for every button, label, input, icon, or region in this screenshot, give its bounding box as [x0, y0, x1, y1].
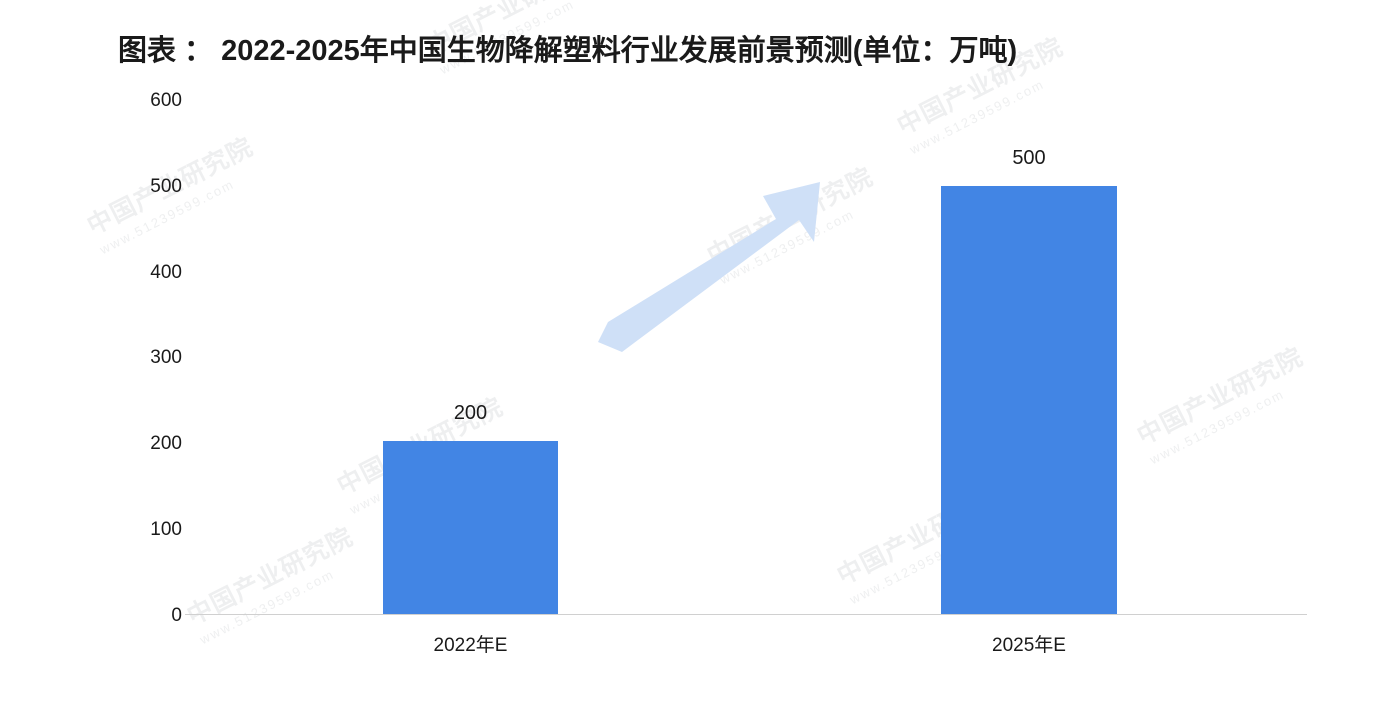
bar-value-label: 200 — [453, 402, 488, 424]
y-axis-tick: 500 — [150, 176, 182, 197]
y-axis-tick: 400 — [150, 262, 182, 283]
x-axis-line — [185, 614, 1307, 615]
y-axis: 600 500 400 300 200 100 0 — [118, 0, 182, 704]
bar-value-label: 500 — [1012, 147, 1046, 169]
bar-2025[interactable] — [941, 186, 1117, 614]
x-axis-tick: 2022年E — [433, 635, 508, 656]
bar-2022[interactable] — [383, 441, 558, 614]
x-axis-tick: 2025年E — [992, 635, 1066, 656]
y-axis-tick: 200 — [150, 433, 182, 454]
chart-title: 图表 ： 2022-2025年中国生物降解塑料行业发展前景预测(单位：万吨) — [118, 35, 1018, 67]
y-axis-tick: 300 — [150, 347, 182, 368]
y-axis-tick: 100 — [150, 519, 182, 540]
y-axis-tick: 600 — [150, 90, 182, 111]
y-axis-tick: 0 — [171, 605, 182, 626]
